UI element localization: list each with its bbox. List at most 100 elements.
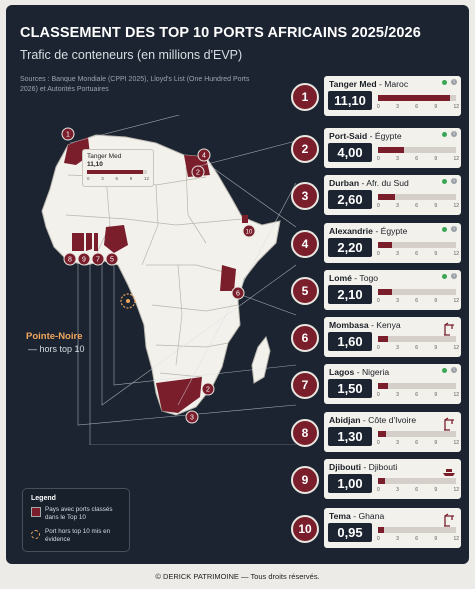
marker-9: 9: [77, 252, 91, 266]
svg-text:7: 7: [96, 257, 100, 264]
rank-badge-9: 9: [291, 466, 319, 494]
port-card: Djibouti - Djibouti 1,00 0 3 6 9 12: [324, 459, 461, 499]
marker-6: 6: [231, 286, 245, 300]
bar-ticks: 0 3 6 9 12: [377, 298, 459, 304]
port-name: Port-Said - Égypte: [329, 131, 402, 141]
port-bar: [378, 95, 456, 101]
port-name: Djibouti - Djibouti: [329, 462, 398, 472]
legend-title: Legend: [31, 495, 56, 502]
callout-value: 11,10: [87, 161, 103, 168]
country-kenya: [220, 265, 236, 291]
port-name: Alexandrie - Égypte: [329, 226, 408, 236]
marker-10: 10: [242, 224, 256, 238]
pointe-noire-note: — hors top 10: [28, 344, 85, 354]
info-icon: i: [451, 226, 457, 232]
legend: Legend Pays avec ports classés dans le T…: [22, 488, 130, 552]
legend-item-highlight: Port hors top 10 mis en évidence: [45, 528, 111, 543]
svg-text:9: 9: [82, 257, 86, 264]
svg-text:10: 10: [246, 230, 253, 236]
svg-text:6: 6: [236, 291, 240, 298]
port-value: 1,00: [328, 474, 372, 493]
rank-badge-8: 8: [291, 419, 319, 447]
callout-name: Tanger Med: [87, 153, 122, 160]
country-ghana: [86, 233, 92, 251]
marker-4: 4: [197, 148, 211, 162]
svg-text:2: 2: [196, 170, 200, 177]
port-bar: [378, 242, 456, 248]
tanger-med-callout: Tanger Med 11,10 0 3 6 9 12: [82, 149, 154, 187]
bar-ticks: 0 3 6 9 12: [377, 156, 459, 162]
status-dot-icon: [442, 274, 447, 279]
footer-copyright: © DERICK PATRIMOINE — Tous droits réserv…: [155, 572, 320, 581]
crane-icon: [444, 513, 454, 527]
port-bar: [378, 383, 456, 389]
bar-ticks: 0 3 6 9 12: [377, 440, 459, 446]
rank-badge-2: 2: [291, 135, 319, 163]
port-value: 0,95: [328, 523, 372, 542]
svg-text:8: 8: [68, 257, 72, 264]
port-card: Port-Said - Égypte 4,00 0 3 6 9 12 i: [324, 128, 461, 168]
svg-text:2: 2: [206, 387, 210, 394]
marker-1: 1: [61, 127, 75, 141]
status-dot-icon: [442, 132, 447, 137]
country-nigeria: [104, 225, 128, 253]
marker-8: 8: [63, 252, 77, 266]
pointe-noire-marker: [120, 293, 136, 309]
infographic-panel: CLASSEMENT DES TOP 10 PORTS AFRICAINS 20…: [6, 5, 469, 564]
port-name: Mombasa - Kenya: [329, 320, 401, 330]
port-card: Mombasa - Kenya 1,60 0 3 6 9 12: [324, 317, 461, 357]
rank-badge-3: 3: [291, 182, 319, 210]
status-dot-icon: [442, 227, 447, 232]
port-card: Tanger Med - Maroc 11,10 0 3 6 9 12 i: [324, 76, 461, 116]
port-value: 4,00: [328, 143, 372, 162]
port-value: 2,20: [328, 238, 372, 257]
port-card: Lomé - Togo 2,10 0 3 6 9 12 i: [324, 270, 461, 310]
marker-5: 5: [105, 252, 119, 266]
port-value: 1,30: [328, 427, 372, 446]
callout-ticks: 0 3 6 9 12: [87, 176, 149, 181]
port-value: 2,10: [328, 285, 372, 304]
sources-note: Sources : Banque Mondiale (CPPI 2025), L…: [20, 76, 250, 93]
port-card: Durban - Afr. du Sud 2,60 0 3 6 9 12 i: [324, 175, 461, 215]
pointe-noire-label: Pointe-Noire: [26, 331, 83, 342]
crane-icon: [444, 322, 454, 336]
port-bar: [378, 194, 456, 200]
country-djibouti: [242, 215, 248, 223]
page-subtitle: Trafic de conteneurs (en millions d'EVP): [20, 48, 243, 62]
port-card: Alexandrie - Égypte 2,20 0 3 6 9 12 i: [324, 223, 461, 263]
status-dot-icon: [442, 80, 447, 85]
svg-text:1: 1: [66, 132, 70, 139]
crane-icon: [444, 417, 454, 431]
ship-icon: [443, 469, 455, 476]
legend-item-country: Pays avec ports classés dans le Top 10: [45, 506, 113, 521]
info-icon: i: [451, 367, 457, 373]
info-icon: i: [451, 178, 457, 184]
port-bar: [378, 527, 456, 533]
madagascar: [251, 335, 271, 384]
rank-badge-6: 6: [291, 324, 319, 352]
status-dot-icon: [442, 368, 447, 373]
rank-badge-1: 1: [291, 83, 319, 111]
bar-ticks: 0 3 6 9 12: [377, 392, 459, 398]
country-cote-ivoire: [72, 233, 84, 251]
port-value: 11,10: [328, 91, 372, 110]
callout-bar: [87, 170, 147, 174]
svg-text:5: 5: [110, 257, 114, 264]
port-value: 1,60: [328, 332, 372, 351]
info-icon: i: [451, 131, 457, 137]
rank-badge-5: 5: [291, 277, 319, 305]
marker-7: 7: [91, 252, 105, 266]
port-bar: [378, 289, 456, 295]
legend-swatch-country: [31, 507, 41, 517]
bar-ticks: 0 3 6 9 12: [377, 104, 459, 110]
country-south-africa: [156, 377, 202, 413]
port-card: Tema - Ghana 0,95 0 3 6 9 12: [324, 508, 461, 548]
port-name: Tanger Med - Maroc: [329, 79, 409, 89]
port-value: 1,50: [328, 379, 372, 398]
page-title: CLASSEMENT DES TOP 10 PORTS AFRICAINS 20…: [20, 25, 421, 41]
port-name: Lagos - Nigeria: [329, 367, 390, 377]
port-bar: [378, 431, 456, 437]
rank-badge-7: 7: [291, 371, 319, 399]
rank-badge-4: 4: [291, 230, 319, 258]
bar-ticks: 0 3 6 9 12: [377, 487, 459, 493]
